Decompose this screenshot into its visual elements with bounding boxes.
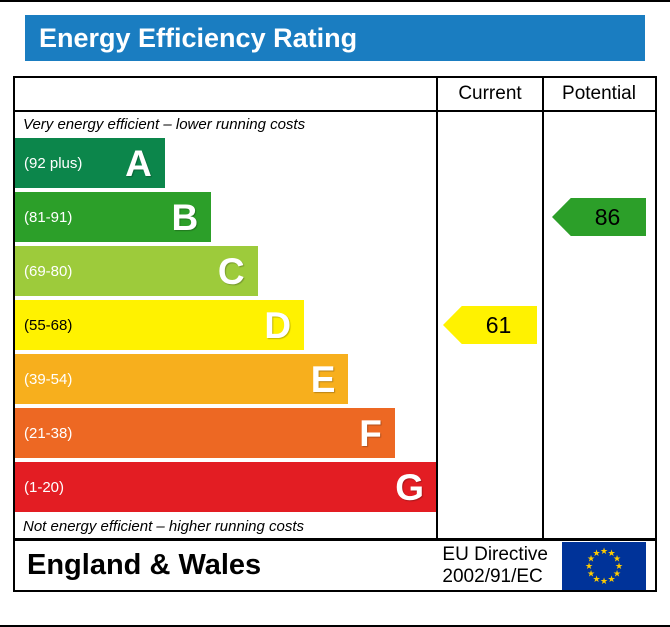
svg-text:★: ★ bbox=[600, 577, 608, 587]
band-letter: C bbox=[217, 250, 245, 292]
svg-text:★: ★ bbox=[615, 562, 623, 572]
band-range-label: (69-80) bbox=[24, 262, 73, 280]
band-range-label: (92 plus) bbox=[24, 154, 83, 172]
band-bar-f: (21-38) F bbox=[15, 408, 395, 458]
band-row-g: (1-20) G bbox=[15, 460, 437, 514]
band-row-f: (21-38) F bbox=[15, 406, 437, 460]
potential-rating-value: 86 bbox=[594, 203, 621, 230]
svg-text:★: ★ bbox=[613, 554, 621, 564]
svg-text:★: ★ bbox=[587, 569, 595, 579]
band-row-a: (92 plus) A bbox=[15, 136, 437, 190]
band-row-c: (69-80) C bbox=[15, 244, 437, 298]
eu-flag-icon: ★ ★ ★ ★ ★ ★ ★ ★ ★ ★ ★ ★ bbox=[562, 541, 646, 590]
potential-rating-arrow-icon: 86 bbox=[552, 198, 646, 236]
band-range-label: (1-20) bbox=[24, 478, 65, 496]
chart-footer: England & Wales EU Directive 2002/91/EC … bbox=[15, 538, 655, 590]
svg-text:★: ★ bbox=[613, 569, 621, 579]
svg-text:★: ★ bbox=[585, 562, 593, 572]
current-rating-value: 61 bbox=[485, 311, 512, 338]
header-spacer bbox=[15, 78, 437, 112]
band-row-d: (55-68) D bbox=[15, 298, 437, 352]
svg-text:★: ★ bbox=[592, 575, 600, 585]
band-range-label: (55-68) bbox=[24, 316, 73, 334]
band-bar-c: (69-80) C bbox=[15, 246, 258, 296]
energy-rating-chart: Current Potential Very energy efficient … bbox=[13, 76, 657, 592]
current-rating-marker: 61 bbox=[443, 306, 537, 344]
svg-text:★: ★ bbox=[592, 549, 600, 559]
band-letter: D bbox=[264, 304, 292, 346]
column-header-potential: Potential bbox=[543, 78, 655, 112]
rating-grid: Current Potential Very energy efficient … bbox=[15, 78, 655, 538]
column-divider bbox=[542, 78, 544, 538]
band-letter: F bbox=[359, 412, 382, 454]
band-row-e: (39-54) E bbox=[15, 352, 437, 406]
band-bar-a: (92 plus) A bbox=[15, 138, 165, 188]
note-not-efficient: Not energy efficient – higher running co… bbox=[23, 517, 304, 535]
band-range-label: (39-54) bbox=[24, 370, 73, 388]
note-very-efficient: Very energy efficient – lower running co… bbox=[23, 115, 306, 133]
column-divider bbox=[436, 78, 438, 538]
band-letter: G bbox=[395, 466, 424, 508]
band-bar-b: (81-91) B bbox=[15, 192, 212, 242]
region-label: England & Wales bbox=[27, 549, 262, 581]
band-row-b: (81-91) B bbox=[15, 190, 437, 244]
svg-text:★: ★ bbox=[600, 547, 608, 557]
title-bar: Energy Efficiency Rating bbox=[25, 15, 645, 61]
column-header-current: Current bbox=[437, 78, 543, 112]
svg-text:★: ★ bbox=[607, 549, 615, 559]
current-rating-arrow-icon: 61 bbox=[443, 306, 537, 344]
eu-directive-label: EU Directive 2002/91/EC bbox=[442, 544, 548, 587]
band-range-label: (21-38) bbox=[24, 424, 73, 442]
band-range-label: (81-91) bbox=[24, 208, 73, 226]
eu-directive-line1: EU Directive bbox=[442, 544, 548, 566]
svg-text:★: ★ bbox=[587, 554, 595, 564]
band-letter: B bbox=[171, 196, 199, 238]
band-bar-d: (55-68) D bbox=[15, 300, 305, 350]
page-title: Energy Efficiency Rating bbox=[39, 23, 358, 53]
svg-text:★: ★ bbox=[607, 575, 615, 585]
band-bar-e: (39-54) E bbox=[15, 354, 349, 404]
band-bar-g: (1-20) G bbox=[15, 462, 437, 512]
band-letter: E bbox=[310, 358, 336, 400]
band-letter: A bbox=[125, 142, 152, 184]
potential-rating-marker: 86 bbox=[552, 198, 646, 236]
eu-directive-line2: 2002/91/EC bbox=[442, 565, 543, 587]
